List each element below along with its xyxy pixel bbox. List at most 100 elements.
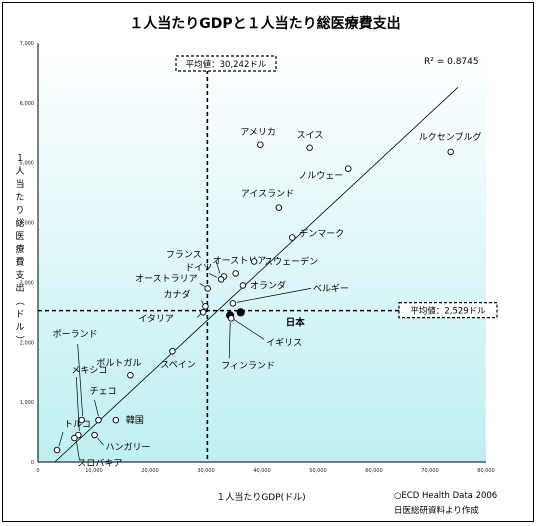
x-tick-label: 60,000 (365, 468, 383, 474)
y-axis-label-char: ） (14, 335, 25, 344)
data-label: メキシコ (71, 366, 107, 376)
data-label: フランス (166, 249, 202, 260)
data-point (275, 204, 283, 211)
data-point (344, 165, 352, 172)
data-point (204, 285, 211, 292)
leader-line (58, 431, 64, 447)
trendline (54, 87, 459, 463)
y-axis-label-char: 出 (15, 282, 24, 294)
y-axis-label-char: 療 (15, 243, 24, 255)
x-tick-label: 50,000 (309, 468, 327, 474)
x-tick-label: 0 (36, 468, 39, 474)
data-point (229, 300, 237, 307)
y-average-box (398, 302, 498, 319)
x-tick-label: 70,000 (421, 468, 439, 474)
leader-line (215, 260, 221, 274)
y-tick-label: 1,000 (20, 400, 34, 406)
data-point (71, 434, 78, 442)
data-label: 韓国 (126, 415, 144, 426)
leader-line (75, 377, 80, 432)
data-label: ハンガリー (106, 442, 151, 453)
data-point (95, 416, 102, 424)
y-axis-label-char: ド (15, 310, 24, 320)
y-axis-label-char: ル (15, 323, 24, 333)
data-label: スロバキア (77, 458, 122, 469)
x-tick-label: 20,000 (141, 468, 159, 474)
data-point (236, 308, 245, 317)
y-axis-label-char: 人 (15, 166, 24, 177)
data-point (250, 258, 258, 265)
data-label: ポルトガル (96, 358, 141, 369)
x-average-box (175, 55, 277, 72)
chart-title: １人当たりGDPと１人当たり総医療費支出 (129, 15, 400, 32)
leader-line (236, 288, 311, 303)
data-point (199, 309, 207, 316)
data-point (217, 276, 225, 283)
data-label: アメリカ (240, 127, 276, 138)
data-label: ドイツ (185, 263, 212, 273)
y-tick-label: 4,000 (20, 221, 34, 227)
y-tick-label: 3,000 (20, 280, 34, 286)
plot-area (38, 43, 486, 462)
data-label: スイス (297, 131, 324, 141)
data-point (257, 141, 264, 149)
y-axis-label-char: 支 (15, 269, 24, 281)
leader-line (196, 313, 202, 318)
leader-line (76, 441, 80, 461)
scatter-chart: １人当たりGDPと１人当たり総医療費支出 0 10,000 20,000 30,000… (14, 15, 498, 516)
x-tick-label: 40,000 (253, 468, 271, 474)
y-axis-label-char: 総 (15, 217, 24, 229)
data-label: ポーランド (53, 329, 98, 340)
data-point (232, 270, 239, 277)
leader-line (201, 300, 204, 305)
data-label: カナダ (163, 288, 190, 300)
y-average-label: 平均値：2,529ドル (410, 306, 486, 317)
data-label: 日本 (286, 316, 306, 328)
x-tick-label: 10,000 (85, 468, 103, 474)
data-point (127, 371, 134, 379)
leader-line (97, 437, 104, 446)
data-label: ベルギー (313, 283, 349, 294)
y-axis-label-char: （ (14, 296, 25, 305)
data-label: オーストリア (213, 255, 267, 266)
data-label: スウェーデン (264, 255, 318, 267)
x-average-label: 平均値：30,242ドル (186, 59, 267, 70)
x-tick-label: 80,000 (477, 468, 495, 474)
data-label: デンマーク (299, 228, 344, 240)
leader-line (208, 273, 218, 278)
y-axis-label-char: た (15, 192, 24, 203)
x-tick-label: 30,000 (197, 468, 215, 474)
x-axis-label: １人当たりGDP(ドル) (216, 491, 305, 503)
source-note-2: 日医総研資料より作成 (394, 505, 479, 516)
data-label: フィンランド (221, 360, 275, 371)
leader-line (77, 344, 84, 417)
data-label: イギリス (266, 337, 302, 348)
source-note: ○ECD Health Data 2006 (394, 491, 497, 501)
data-point (306, 144, 313, 151)
data-point (169, 348, 176, 355)
data-point (447, 148, 454, 156)
data-label: スペイン (160, 360, 195, 370)
chart-frame: １人当たりGDPと１人当たり総医療費支出 0 10,000 20,000 30,000… (2, 2, 534, 522)
y-axis-label-char: 当 (15, 178, 24, 190)
data-label: チェコ (89, 386, 116, 397)
r-squared-label: R² = 0.8745 (424, 57, 479, 67)
data-label: オランダ (250, 279, 286, 291)
y-axis-label-char: １ (15, 154, 24, 164)
y-axis-label-char: 費 (15, 256, 24, 268)
data-point (91, 431, 98, 439)
y-tick-label: 7,000 (20, 41, 34, 47)
data-label: ノルウェー (298, 171, 343, 182)
data-point (53, 446, 61, 454)
data-point (202, 303, 209, 310)
data-label: オーストラリア (135, 273, 198, 284)
leader-line (94, 400, 99, 417)
data-label: トルコ (64, 420, 91, 430)
data-point (239, 282, 247, 289)
data-label: アイスランド (241, 189, 294, 200)
y-tick-label: 5,000 (20, 161, 34, 167)
data-point (288, 234, 296, 241)
y-axis-label-char: 医 (15, 231, 24, 242)
y-axis-label-char: り (15, 205, 24, 216)
leader-line (228, 322, 231, 359)
